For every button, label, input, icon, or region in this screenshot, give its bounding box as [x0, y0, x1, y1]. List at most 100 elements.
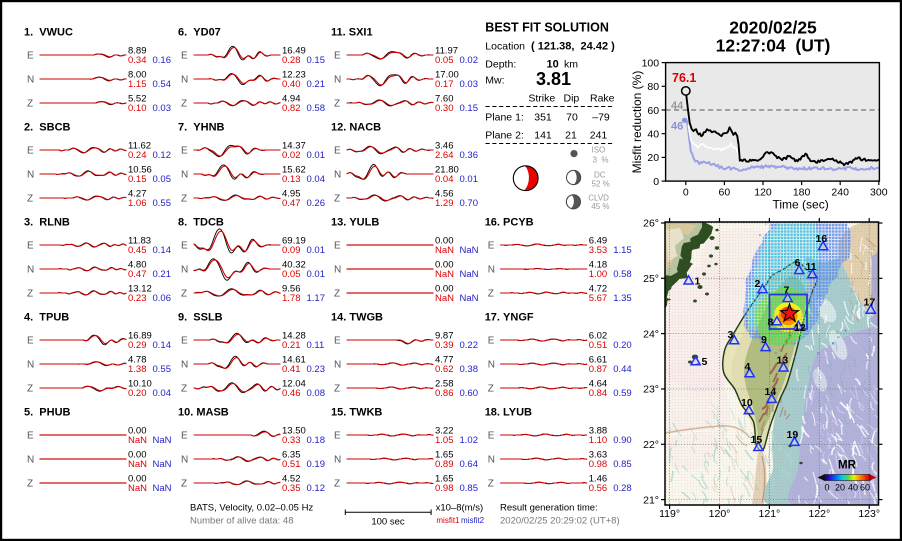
svg-text:4.52: 4.52: [282, 474, 301, 485]
svg-text:0.16: 0.16: [153, 55, 172, 66]
svg-text:E: E: [27, 241, 34, 252]
svg-text:Z: Z: [488, 479, 494, 490]
svg-text:Rake: Rake: [590, 93, 615, 105]
svg-text:4.64: 4.64: [589, 379, 608, 390]
svg-text:0.98: 0.98: [589, 459, 608, 470]
svg-text:24°: 24°: [643, 328, 659, 340]
svg-text:0.85: 0.85: [460, 483, 479, 494]
svg-text:0.36: 0.36: [460, 150, 479, 161]
svg-text:E: E: [181, 51, 188, 62]
svg-text:0.86: 0.86: [435, 388, 454, 399]
svg-text:Location: Location: [485, 41, 525, 53]
svg-text:1.78: 1.78: [282, 293, 301, 304]
svg-text:N: N: [334, 265, 341, 276]
svg-text:0.33: 0.33: [282, 435, 301, 446]
svg-text:Z: Z: [181, 194, 187, 205]
svg-text:19: 19: [787, 429, 799, 441]
svg-text:0.23: 0.23: [128, 293, 147, 304]
svg-text:Z: Z: [181, 289, 187, 300]
svg-text:10: 10: [741, 397, 753, 409]
svg-text:4.56: 4.56: [435, 189, 454, 200]
svg-text:Z: Z: [27, 384, 33, 395]
svg-text:1.06: 1.06: [128, 198, 147, 209]
svg-text:0.34: 0.34: [128, 55, 147, 66]
svg-text:NaN: NaN: [153, 459, 172, 470]
svg-text:4. TPUB: 4. TPUB: [24, 312, 69, 324]
svg-text:3.53: 3.53: [589, 245, 608, 256]
svg-text:CLVD: CLVD: [588, 194, 609, 203]
svg-text:11. SXI1: 11. SXI1: [331, 27, 373, 39]
svg-text:0.00: 0.00: [128, 474, 147, 485]
svg-text:Z: Z: [27, 194, 33, 205]
svg-text:2020/02/25 20:29:02 (UT+8): 2020/02/25 20:29:02 (UT+8): [500, 516, 620, 527]
svg-text:0.05: 0.05: [282, 269, 301, 280]
svg-text:7: 7: [784, 285, 790, 297]
svg-text:NaN: NaN: [153, 483, 172, 494]
svg-text:60: 60: [860, 483, 870, 493]
svg-text:23°: 23°: [643, 384, 659, 396]
svg-text:4.80: 4.80: [128, 260, 147, 271]
svg-text:0.12: 0.12: [307, 483, 326, 494]
svg-text:0.51: 0.51: [282, 459, 301, 470]
svg-text:0.00: 0.00: [435, 236, 454, 247]
svg-text:13. YULB: 13. YULB: [331, 217, 379, 229]
svg-text:0.08: 0.08: [307, 388, 326, 399]
svg-text:18. LYUB: 18. LYUB: [485, 407, 532, 419]
svg-text:Z: Z: [181, 99, 187, 110]
svg-text:Z: Z: [27, 99, 33, 110]
svg-text:11.62: 11.62: [128, 141, 151, 152]
svg-text:1.10: 1.10: [589, 435, 608, 446]
svg-text:NaN: NaN: [128, 459, 147, 470]
svg-text:180: 180: [793, 187, 811, 199]
svg-text:3 %: 3 %: [593, 156, 609, 165]
svg-text:E: E: [488, 431, 495, 442]
svg-text:1.29: 1.29: [435, 198, 454, 209]
svg-text:0.38: 0.38: [460, 364, 479, 375]
svg-text:4.94: 4.94: [282, 94, 301, 105]
svg-text:DC: DC: [594, 171, 606, 180]
svg-text:N: N: [181, 75, 188, 86]
svg-text:1. VWUC: 1. VWUC: [24, 27, 73, 39]
svg-text:6: 6: [795, 257, 801, 269]
svg-text:0.64: 0.64: [460, 459, 479, 470]
svg-text:0.26: 0.26: [307, 198, 326, 209]
svg-text:0.45: 0.45: [128, 245, 147, 256]
svg-text:21: 21: [565, 130, 577, 142]
svg-text:20: 20: [835, 483, 845, 493]
svg-text:1.65: 1.65: [435, 450, 454, 461]
svg-text:0.17: 0.17: [435, 79, 454, 90]
svg-text:0.05: 0.05: [153, 174, 172, 185]
svg-text:100: 100: [642, 57, 660, 69]
svg-text:N: N: [488, 265, 495, 276]
svg-text:16.89: 16.89: [128, 331, 152, 342]
svg-text:0.35: 0.35: [282, 483, 301, 494]
svg-text:9. SSLB: 9. SSLB: [178, 312, 223, 324]
svg-text:40: 40: [848, 483, 858, 493]
svg-text:1.05: 1.05: [435, 435, 454, 446]
svg-text:0.55: 0.55: [153, 364, 172, 375]
svg-text:Z: Z: [334, 384, 340, 395]
svg-text:0: 0: [824, 483, 829, 493]
svg-text:0.00: 0.00: [128, 450, 147, 461]
svg-text:Z: Z: [334, 479, 340, 490]
svg-text:0.06: 0.06: [153, 293, 172, 304]
svg-text:6.61: 6.61: [589, 355, 608, 366]
svg-text:N: N: [27, 360, 34, 371]
svg-text:5. PHUB: 5. PHUB: [24, 407, 71, 419]
svg-text:0.87: 0.87: [589, 364, 608, 375]
svg-text:0.15: 0.15: [128, 174, 147, 185]
svg-text:8: 8: [768, 317, 774, 329]
svg-text:1.15: 1.15: [613, 245, 632, 256]
svg-text:17.00: 17.00: [435, 70, 459, 81]
svg-text:141: 141: [534, 130, 552, 142]
svg-text:0.59: 0.59: [613, 388, 632, 399]
svg-text:E: E: [334, 146, 341, 157]
svg-text:0.03: 0.03: [153, 103, 172, 114]
svg-text:0.58: 0.58: [613, 269, 632, 280]
svg-text:0.98: 0.98: [435, 483, 454, 494]
svg-text:40.32: 40.32: [282, 260, 306, 271]
svg-text:NaN: NaN: [128, 435, 147, 446]
svg-text:0.90: 0.90: [613, 435, 632, 446]
svg-text:0.01: 0.01: [460, 174, 479, 185]
svg-text:0.85: 0.85: [613, 459, 632, 470]
